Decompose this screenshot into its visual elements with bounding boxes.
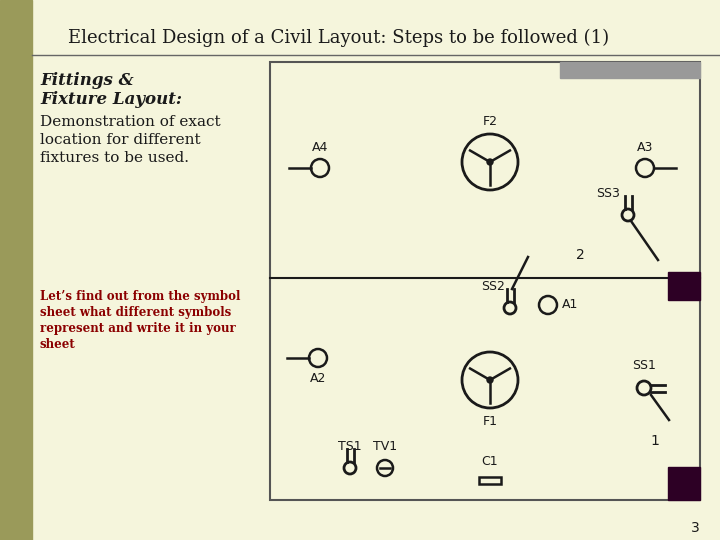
Text: SS3: SS3 [596,187,620,200]
Text: Electrical Design of a Civil Layout: Steps to be followed (1): Electrical Design of a Civil Layout: Ste… [68,29,609,47]
Text: C1: C1 [482,455,498,468]
Text: TS1: TS1 [338,440,362,453]
Text: Demonstration of exact: Demonstration of exact [40,115,220,129]
Text: TV1: TV1 [373,440,397,453]
Text: fixtures to be used.: fixtures to be used. [40,151,189,165]
Bar [479,476,501,483]
Text: Let’s find out from the symbol: Let’s find out from the symbol [40,290,240,303]
Text: F2: F2 [482,115,498,128]
Text: sheet: sheet [40,338,76,351]
Text: A3: A3 [636,141,653,154]
Bar [560,62,700,78]
Text: A2: A2 [310,372,326,385]
Text: SS2: SS2 [481,280,505,293]
Text: F1: F1 [482,415,498,428]
Text: A4: A4 [312,141,328,154]
Circle shape [487,159,493,165]
Text: 1: 1 [651,434,660,448]
Text: location for different: location for different [40,133,201,147]
Text: sheet what different symbols: sheet what different symbols [40,306,231,319]
Bar [668,272,700,300]
Text: SS1: SS1 [632,359,656,372]
Bar [668,467,700,500]
Text: represent and write it in your: represent and write it in your [40,322,235,335]
Text: 2: 2 [575,248,585,262]
Text: Fittings &: Fittings & [40,72,134,89]
Bar [0,0,32,540]
Bar [270,62,700,500]
Text: Fixture Layout:: Fixture Layout: [40,91,182,108]
Circle shape [487,377,493,383]
Text: 3: 3 [690,521,699,535]
Text: A1: A1 [562,299,578,312]
